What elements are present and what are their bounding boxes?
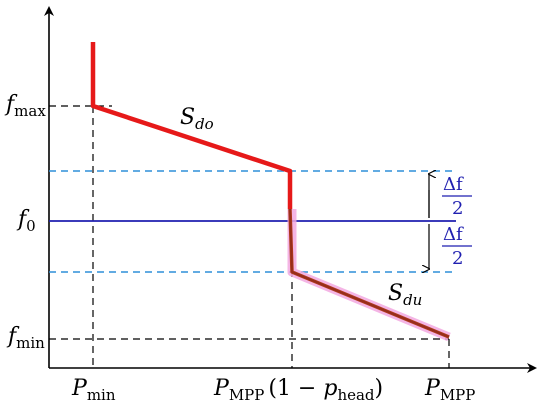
upper-fraction-num: Δf: [443, 174, 464, 195]
lower-fraction-num: Δf: [443, 224, 464, 245]
lower-fraction-den: 2: [452, 248, 463, 269]
sdo-label: Sdo: [180, 105, 214, 133]
pmin-label: Pmin: [71, 376, 116, 404]
sdu-curve-core: [289, 208, 450, 338]
fmin-label: fmin: [6, 324, 45, 352]
fmax-label: fmax: [4, 92, 46, 120]
lower-curve-highlight: [287, 209, 451, 342]
lower-deadband-fraction: Δf 2: [442, 224, 472, 269]
sdu-curve: [288, 208, 450, 339]
sdu-label: Sdu: [388, 281, 422, 309]
upper-deadband-fraction: Δf 2: [442, 174, 472, 219]
pmpp-label: PMPP: [424, 376, 475, 404]
f0-label: f0: [16, 207, 36, 235]
upper-fraction-den: 2: [452, 198, 463, 219]
pmpp-head-label: PMPP (1 − phead): [213, 376, 383, 404]
sdo-curve: [90, 42, 293, 209]
